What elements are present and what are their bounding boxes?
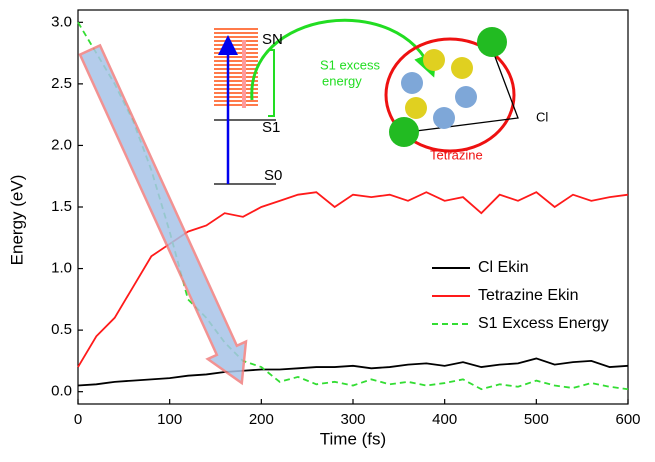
annotation: S0 [264,167,282,184]
legend-label: Cl Ekin [478,259,529,276]
legend-label: S1 Excess Energy [478,315,609,332]
x-tick-label: 0 [74,411,82,428]
legend-label: Tetrazine Ekin [478,287,579,304]
x-tick-label: 600 [615,411,640,428]
y-tick-label: 3.0 [51,13,72,30]
annotation: energy [322,73,362,88]
y-tick-label: 2.5 [51,75,72,92]
annotation: S1 [262,119,280,136]
series-line [78,358,628,385]
annotation: Tetrazine [430,147,483,162]
x-tick-label: 500 [524,411,549,428]
x-tick-label: 100 [157,411,182,428]
x-tick-label: 300 [340,411,365,428]
x-tick-label: 400 [432,411,457,428]
chart: 0 100 200 300 400 500 600 0.0 0.5 1.0 1.5 2.0 2.5 3.0… [0,0,655,462]
annotation: S1 excess [320,57,380,72]
y-tick-label: 1.0 [51,260,72,277]
annotation: Cl [536,109,548,124]
y-axis-label: Energy (eV) [7,175,26,266]
y-tick-label: 1.5 [51,198,72,215]
y-tick-label: 0.5 [51,321,72,338]
x-axis-label: Time (fs) [320,429,386,448]
x-tick-label: 200 [249,411,274,428]
y-tick-label: 0.0 [51,383,72,400]
y-tick-label: 2.0 [51,136,72,153]
inset-diagram: SN S1 S0 S1 excess energy Cl Tetrazine [214,20,548,184]
annotation: SN [262,31,283,48]
